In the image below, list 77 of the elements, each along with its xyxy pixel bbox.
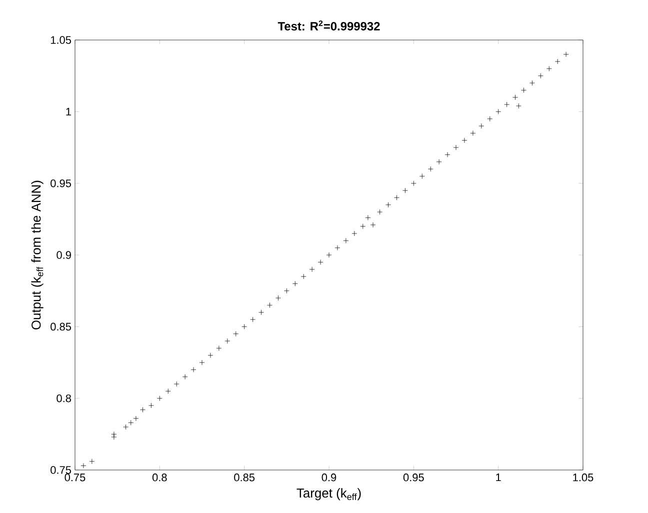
point [326, 252, 332, 258]
point [156, 396, 162, 402]
point [394, 194, 400, 200]
point [504, 102, 510, 108]
point [89, 458, 95, 464]
point [165, 388, 171, 394]
x-tick-label: 1.05 [573, 474, 594, 482]
point [554, 58, 560, 64]
point [436, 159, 442, 165]
point [538, 73, 544, 79]
point [148, 402, 154, 408]
point [470, 130, 476, 136]
point [386, 202, 391, 208]
x-tick-label: 0.75 [64, 474, 86, 482]
point [496, 108, 502, 114]
point [453, 144, 459, 150]
point [284, 288, 290, 294]
point [224, 338, 230, 344]
y-tick-label: 0.85 [50, 322, 72, 331]
y-tick-label: 0.9 [56, 251, 71, 259]
point [334, 245, 340, 251]
point [530, 80, 535, 86]
point [250, 316, 256, 322]
point [410, 180, 416, 186]
point [174, 381, 180, 387]
point [128, 420, 134, 426]
point [546, 66, 552, 72]
point [512, 94, 518, 100]
y-tick-label: 1 [66, 108, 71, 116]
y-tick-label: 0.75 [50, 466, 72, 474]
point [360, 224, 366, 230]
point [216, 345, 222, 351]
point [377, 209, 382, 215]
point [444, 152, 450, 158]
point [208, 352, 214, 358]
point [233, 331, 239, 337]
point [428, 166, 434, 172]
point [365, 215, 371, 220]
point [478, 123, 484, 129]
point [242, 324, 248, 330]
point [309, 266, 315, 272]
point [521, 87, 526, 93]
point [516, 103, 522, 109]
y-tick-label: 0.95 [50, 179, 72, 188]
point [318, 259, 324, 265]
point [111, 431, 117, 437]
x-tick-label: 0.9 [322, 474, 336, 482]
point [292, 280, 298, 286]
point [182, 374, 188, 380]
point [80, 463, 86, 468]
point [123, 424, 128, 430]
point [276, 295, 281, 301]
chart-title: Test: R$^{2}$=0.999932 [278, 20, 380, 31]
point [352, 230, 358, 236]
point [370, 222, 376, 228]
point [487, 116, 493, 122]
x-tick-label: 0.85 [234, 474, 255, 482]
y-tick-label: 0.8 [56, 394, 71, 402]
x-tick-label: 0.95 [403, 474, 424, 482]
point [402, 188, 408, 194]
x-tick-label: 0.8 [152, 474, 167, 482]
point [419, 173, 425, 179]
y-tick-label: 1.05 [50, 36, 72, 44]
point [190, 366, 196, 372]
x-tick-label: 1 [496, 474, 501, 482]
point [462, 138, 468, 144]
point [111, 434, 117, 440]
point [258, 310, 264, 316]
point [343, 238, 349, 244]
point [199, 360, 205, 366]
point [140, 407, 146, 412]
point [267, 302, 272, 308]
point [133, 416, 139, 422]
point [563, 52, 569, 58]
point [300, 274, 306, 280]
y-axis-title: Output (k$_{eff}$ from the ANN) [31, 180, 44, 330]
x-axis-title: Target (k$_{eff}$) [296, 488, 361, 500]
